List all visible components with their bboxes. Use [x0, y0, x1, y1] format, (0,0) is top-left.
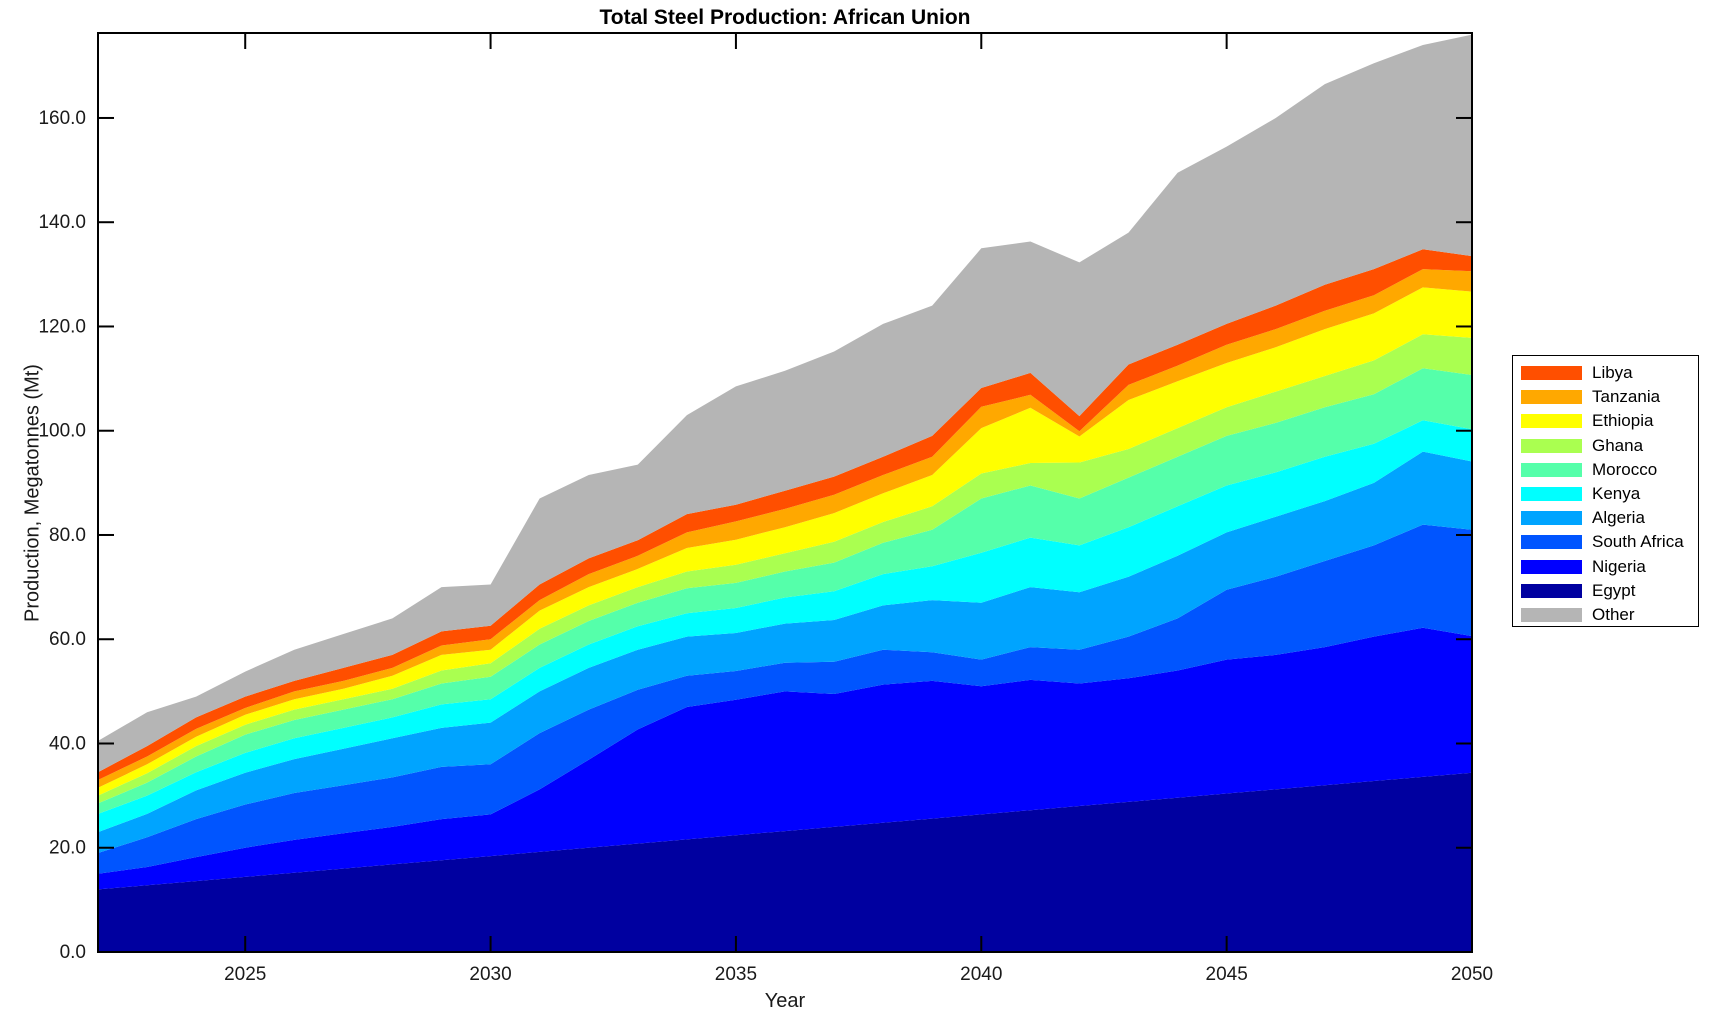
area-tanzania [98, 269, 1472, 788]
area-ethiopia [98, 287, 1472, 796]
y-tick-label: 120.0 [38, 316, 86, 337]
x-tick-label: 2030 [469, 964, 511, 985]
legend-item-kenya: Kenya [1513, 482, 1698, 506]
y-tick-label: 160.0 [38, 108, 86, 129]
legend-swatch [1521, 487, 1582, 502]
legend-label: Morocco [1592, 459, 1658, 479]
y-axis-label: Production, Megatonnes (Mt) [21, 364, 44, 622]
legend-label: Kenya [1592, 484, 1641, 504]
area-nigeria [98, 627, 1472, 890]
chart-title: Total Steel Production: African Union [599, 6, 971, 29]
legend-swatch [1521, 535, 1582, 550]
x-axis-label: Year [764, 990, 806, 1012]
legend-item-tanzania: Tanzania [1513, 385, 1698, 409]
legend-item-libya: Libya [1513, 361, 1698, 385]
x-tick-label: 2045 [1206, 964, 1248, 985]
x-tick-label: 2040 [960, 964, 1002, 985]
legend-label: Ghana [1592, 435, 1644, 455]
legend-item-south-africa: South Africa [1513, 530, 1698, 554]
y-tick-label: 40.0 [49, 733, 86, 754]
area-ghana [98, 334, 1472, 804]
legend-swatch [1521, 414, 1582, 429]
legend-label: Ethiopia [1592, 411, 1654, 431]
area-other [98, 34, 1472, 773]
legend-item-ethiopia: Ethiopia [1513, 409, 1698, 433]
legend-swatch [1521, 511, 1582, 526]
legend-item-morocco: Morocco [1513, 458, 1698, 482]
y-tick-label: 20.0 [49, 838, 86, 859]
legend-label: Libya [1592, 363, 1633, 383]
area-kenya [98, 420, 1472, 833]
legend-label: Tanzania [1592, 387, 1661, 407]
legend-label: South Africa [1592, 532, 1684, 552]
legend-swatch [1521, 607, 1582, 622]
legend: Libya Tanzania Ethiopia Ghana Morocco Kenya Al… [1512, 355, 1699, 627]
legend-label: Nigeria [1592, 556, 1646, 576]
area-algeria [98, 451, 1472, 853]
legend-swatch [1521, 366, 1582, 381]
y-tick-label: 0.0 [60, 942, 86, 963]
x-tick-label: 2025 [224, 964, 266, 985]
area-south-africa [98, 524, 1472, 874]
legend-label: Algeria [1592, 508, 1645, 528]
area-morocco [98, 368, 1472, 814]
legend-item-ghana: Ghana [1513, 434, 1698, 458]
area-egypt [98, 772, 1472, 952]
legend-label: Other [1592, 604, 1635, 624]
y-tick-label: 80.0 [49, 525, 86, 546]
legend-item-egypt: Egypt [1513, 579, 1698, 603]
legend-swatch [1521, 583, 1582, 598]
area-libya [98, 249, 1472, 781]
x-tick-label: 2035 [715, 964, 757, 985]
legend-item-nigeria: Nigeria [1513, 555, 1698, 579]
legend-swatch [1521, 559, 1582, 574]
legend-item-other: Other [1513, 603, 1698, 627]
legend-label: Egypt [1592, 580, 1636, 600]
legend-item-algeria: Algeria [1513, 506, 1698, 530]
axes-box [97, 32, 1473, 953]
legend-swatch [1521, 390, 1582, 405]
y-tick-label: 100.0 [38, 421, 86, 442]
legend-swatch [1521, 438, 1582, 453]
y-tick-label: 60.0 [49, 629, 86, 650]
legend-swatch [1521, 462, 1582, 477]
y-tick-label: 140.0 [38, 212, 86, 233]
x-tick-label: 2050 [1451, 964, 1493, 985]
